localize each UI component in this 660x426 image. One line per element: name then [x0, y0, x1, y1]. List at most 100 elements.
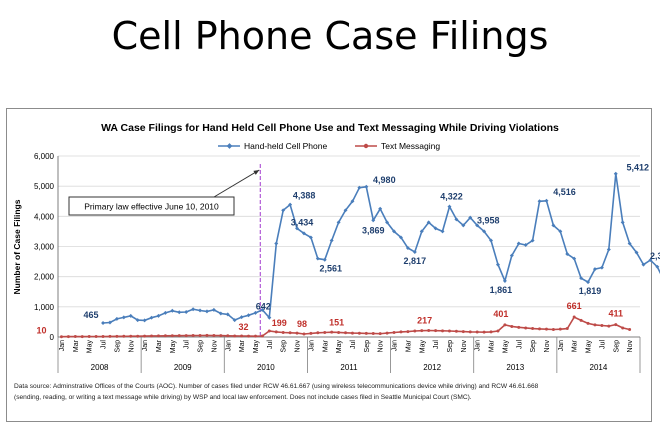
data-label: 5,412	[626, 163, 649, 173]
x-tick-label: Nov	[461, 340, 468, 353]
y-tick-label: 2,000	[34, 273, 55, 282]
data-point	[184, 334, 188, 338]
data-point	[101, 320, 106, 325]
data-point	[599, 265, 604, 270]
data-label: 2,327	[650, 251, 660, 261]
annotation-arrowhead	[253, 170, 260, 175]
data-label: 10	[36, 326, 46, 336]
data-point	[350, 331, 354, 335]
annotation-arrow	[213, 169, 260, 198]
x-tick-label: Sep	[613, 340, 620, 353]
data-label: 1,819	[579, 286, 602, 296]
data-point	[136, 334, 140, 338]
data-point	[295, 331, 299, 335]
x-tick-label: May	[419, 340, 426, 354]
data-point	[517, 325, 521, 329]
x-tick-label: Nov	[211, 340, 218, 353]
data-point	[579, 318, 583, 322]
chart-frame	[6, 108, 652, 422]
data-point	[315, 256, 320, 261]
legend-marker	[226, 143, 233, 149]
data-point	[121, 315, 126, 320]
year-label: 2012	[423, 363, 441, 372]
x-tick-label: Sep	[198, 340, 205, 353]
data-point	[628, 327, 632, 331]
data-point	[524, 326, 528, 330]
data-point	[73, 335, 77, 339]
data-point	[198, 333, 202, 337]
source-note-line1: Data source: Adminstrative Offices of th…	[14, 383, 539, 390]
data-point	[212, 334, 216, 338]
data-point	[156, 334, 160, 338]
data-point	[441, 329, 445, 333]
data-point	[412, 250, 417, 255]
data-point	[364, 331, 368, 335]
x-tick-label: Jan	[225, 340, 232, 351]
data-point	[551, 327, 555, 331]
data-label: 32	[238, 322, 248, 332]
data-point	[558, 327, 562, 331]
data-point	[170, 308, 175, 313]
x-tick-label: Mar	[239, 339, 246, 352]
data-point	[378, 332, 382, 336]
data-point	[586, 321, 590, 325]
data-point	[357, 331, 361, 335]
data-label: 3,434	[291, 217, 314, 227]
annotation-text: Primary law effective June 10, 2010	[84, 202, 219, 212]
x-tick-label: Mar	[405, 339, 412, 352]
data-label: 642	[256, 302, 271, 312]
data-point	[621, 326, 625, 330]
data-label: 2,817	[404, 256, 427, 266]
data-point	[544, 198, 549, 203]
data-point	[648, 258, 653, 263]
x-tick-label: Nov	[295, 340, 302, 353]
data-point	[426, 220, 431, 225]
data-label: 1,861	[490, 285, 513, 295]
data-point	[253, 334, 257, 338]
data-point	[336, 220, 341, 225]
data-point	[496, 329, 500, 333]
data-point	[204, 309, 209, 314]
data-point	[537, 199, 542, 204]
data-point	[454, 217, 459, 222]
x-tick-label: Jul	[599, 340, 606, 349]
data-label: 199	[272, 318, 287, 328]
data-point	[302, 332, 306, 336]
y-tick-label: 0	[50, 333, 55, 342]
data-point	[344, 331, 348, 335]
x-tick-label: Jul	[101, 340, 108, 349]
data-point	[177, 310, 182, 315]
data-point	[128, 313, 133, 318]
data-point	[385, 220, 390, 225]
x-tick-label: Nov	[128, 340, 135, 353]
data-point	[281, 208, 286, 213]
data-point	[572, 315, 576, 319]
data-point	[240, 334, 244, 338]
data-point	[392, 229, 397, 234]
data-point	[468, 330, 472, 334]
x-tick-label: Jul	[516, 340, 523, 349]
data-label: 3,869	[362, 225, 385, 235]
chart-title: WA Case Filings for Hand Held Cell Phone…	[101, 122, 559, 134]
data-point	[371, 218, 376, 223]
data-point	[392, 330, 396, 334]
data-point	[593, 323, 597, 327]
year-label: 2013	[506, 363, 524, 372]
data-point	[482, 330, 486, 334]
x-tick-label: Jul	[350, 340, 357, 349]
data-point	[309, 331, 313, 335]
data-point	[218, 311, 223, 316]
legend-marker	[363, 143, 369, 149]
data-point	[163, 310, 168, 315]
data-label: 411	[608, 309, 623, 319]
y-tick-label: 3,000	[34, 243, 55, 252]
x-tick-label: May	[87, 340, 94, 354]
data-point	[420, 329, 424, 333]
year-label: 2009	[174, 363, 192, 372]
data-point	[87, 335, 91, 339]
data-label: 4,388	[293, 191, 316, 201]
data-point	[447, 329, 451, 333]
data-point	[565, 327, 569, 331]
data-point	[260, 334, 264, 338]
